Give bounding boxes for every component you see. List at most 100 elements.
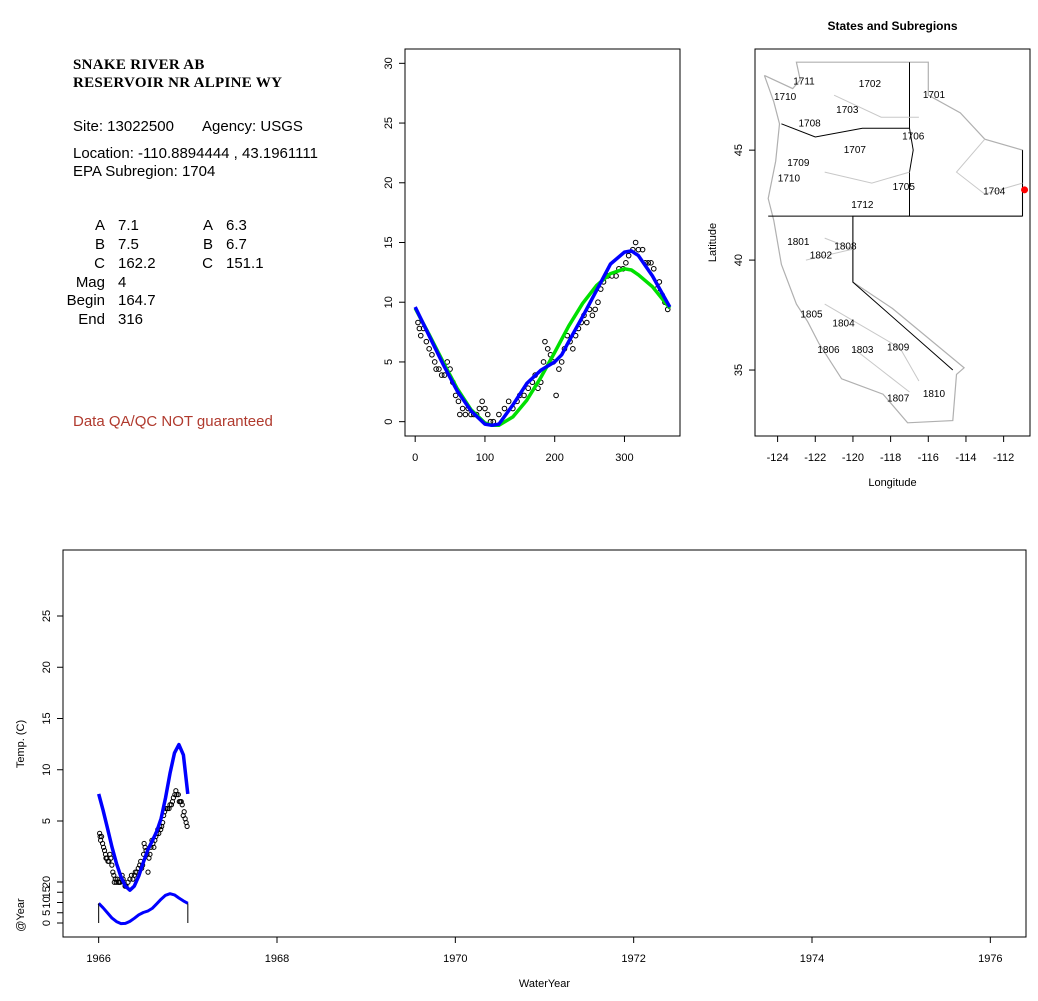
site-id: Site: 13022500 xyxy=(73,118,174,135)
map-x-tick-label: -120 xyxy=(842,452,864,464)
seasonal-point xyxy=(457,411,463,418)
seasonal-fit-line-green xyxy=(413,267,672,428)
map-region-label: 1709 xyxy=(787,158,810,169)
param-value-b1: 7.5 xyxy=(118,236,139,253)
time-fit-line xyxy=(97,742,190,892)
seasonal-x-tick-label: 200 xyxy=(546,452,564,464)
time-x-tick-label: 1972 xyxy=(621,953,645,965)
map-region-label: 1711 xyxy=(793,77,815,88)
year-fit-line xyxy=(97,892,189,926)
param-value-c2: 151.1 xyxy=(226,255,264,272)
param-label-a: A xyxy=(94,217,105,234)
time-y-tick-label: 5 xyxy=(41,818,53,824)
param-label-end: End xyxy=(78,311,105,328)
seasonal-point xyxy=(553,392,559,399)
map-subregion-border xyxy=(955,138,1023,195)
time-point xyxy=(112,876,118,882)
param-label-c: C xyxy=(94,255,105,272)
time-y-tick-label: 25 xyxy=(41,610,53,622)
seasonal-point xyxy=(484,411,491,418)
year-y-tick-label: 0 xyxy=(41,920,53,926)
map-region-label: 1710 xyxy=(774,92,797,103)
seasonal-point xyxy=(595,299,601,306)
time-point xyxy=(131,872,137,878)
site-name-line2: RESERVOIR NR ALPINE WY xyxy=(73,75,283,91)
map-region-label: 1807 xyxy=(887,393,910,404)
map-subregion-border xyxy=(824,171,910,184)
map-x-tick-label: -116 xyxy=(918,452,939,464)
map-region-label: 1801 xyxy=(787,237,810,248)
map-subregion-border xyxy=(833,94,919,118)
seasonal-point xyxy=(613,273,619,279)
year-y-axis-label: @Year xyxy=(15,898,27,932)
map-plot-frame xyxy=(754,48,1031,437)
seasonal-fit-line-blue xyxy=(413,249,672,428)
epa-subregion: EPA Subregion: 1704 xyxy=(73,163,216,180)
map-region-label: 1805 xyxy=(800,310,823,321)
site-name: SNAKE RIVER AB RESERVOIR NR ALPINE WY xyxy=(73,56,282,92)
time-y-tick-label: 10 xyxy=(41,764,53,776)
seasonal-x-tick-label: 100 xyxy=(476,452,494,464)
seasonal-y-tick-label: 15 xyxy=(383,236,395,248)
map-state-border xyxy=(909,62,914,217)
map-chart: States and Subregions -124 -122 -120 -118 -11… xyxy=(707,19,1031,489)
seasonal-point xyxy=(645,260,651,266)
param-value-a2: 6.3 xyxy=(226,217,247,234)
param-value-begin: 164.7 xyxy=(118,292,156,309)
seasonal-y-tick-label: 0 xyxy=(383,419,395,425)
seasonal-point xyxy=(476,405,483,412)
seasonal-point xyxy=(479,398,485,405)
seasonal-y-tick-label: 10 xyxy=(383,296,395,308)
seasonal-point xyxy=(429,351,435,358)
time-x-tick-label: 1966 xyxy=(86,953,110,965)
time-point xyxy=(98,833,105,840)
seasonal-point xyxy=(459,405,466,412)
param-value-c1: 162.2 xyxy=(118,255,156,272)
param-label-begin: Begin xyxy=(66,292,105,309)
time-point xyxy=(175,791,181,798)
map-region-label: 1803 xyxy=(851,345,874,356)
map-x-tick-label: -118 xyxy=(880,452,901,464)
seasonal-y-tick-label: 5 xyxy=(383,359,395,365)
seasonal-point xyxy=(436,366,442,372)
time-point xyxy=(110,869,116,875)
seasonal-point xyxy=(639,246,646,253)
map-state-border xyxy=(852,216,954,371)
time-point xyxy=(178,798,184,805)
seasonal-point xyxy=(592,306,598,313)
map-x-tick-label: -114 xyxy=(955,452,976,464)
param-label-b2: B xyxy=(202,236,213,253)
map-subregion-border xyxy=(824,303,920,382)
param-label-mag: Mag xyxy=(75,274,105,291)
seasonal-point xyxy=(455,398,462,405)
seasonal-point xyxy=(542,338,548,345)
seasonal-point xyxy=(452,392,459,399)
seasonal-point xyxy=(423,338,430,345)
map-region-label: 1810 xyxy=(923,389,946,400)
year-y-tick-label: 20 xyxy=(41,876,53,888)
seasonal-point xyxy=(415,319,421,326)
map-state-border xyxy=(781,123,910,138)
time-series-chart: 1966 1968 1970 1972 1974 19765101520250510152… xyxy=(15,549,1027,990)
time-point xyxy=(184,823,190,829)
map-region-label: 1809 xyxy=(887,343,910,354)
param-label-b: B xyxy=(94,236,105,253)
map-region-label: 1705 xyxy=(893,182,916,193)
map-region-outline xyxy=(763,61,1024,424)
time-x-tick-label: 1970 xyxy=(443,953,467,965)
map-y-tick-label: 40 xyxy=(733,254,745,266)
time-y-axis-label: Temp. (C) xyxy=(15,720,27,768)
seasonal-point xyxy=(556,366,562,372)
agency: Agency: USGS xyxy=(202,118,303,135)
map-region-label: 1707 xyxy=(844,145,867,156)
param-value-a1: 7.1 xyxy=(118,217,139,234)
time-x-tick-label: 1976 xyxy=(978,953,1002,965)
map-region-label: 1708 xyxy=(798,118,821,129)
map-y-axis-label: Latitude xyxy=(707,223,719,262)
time-x-axis-label: WaterYear xyxy=(519,978,570,990)
time-plot-frame xyxy=(62,549,1027,938)
seasonal-point xyxy=(433,366,439,372)
param-label-a2: A xyxy=(202,217,213,234)
map-region-label: 1710 xyxy=(778,173,801,184)
seasonal-point xyxy=(417,332,424,339)
